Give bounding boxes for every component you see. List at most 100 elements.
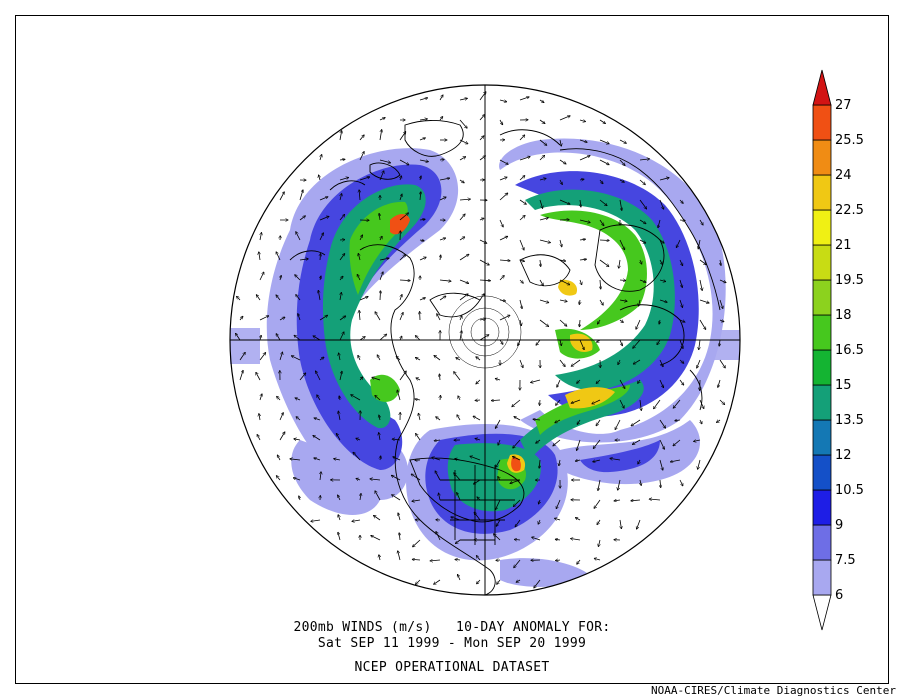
wind-arrow: [319, 197, 328, 201]
wind-arrow: [619, 379, 625, 388]
wind-arrow: [419, 98, 428, 101]
wind-arrow: [334, 459, 341, 460]
wind-arrow: [400, 176, 402, 181]
wind-arrow: [571, 399, 581, 403]
wind-arrow: [476, 556, 481, 561]
wind-arrow: [540, 259, 541, 266]
wind-arrow: [339, 332, 344, 341]
wind-arrow: [299, 259, 308, 260]
colorbar-swatch: [812, 489, 832, 526]
wind-arrow: [579, 259, 586, 260]
wind-arrow: [698, 459, 701, 469]
wind-arrow: [519, 299, 522, 309]
wind-arrow: [499, 119, 503, 125]
wind-arrow: [391, 475, 401, 481]
wind-arrow: [260, 335, 261, 341]
wind-arrow: [719, 320, 724, 322]
colorbar-tick-label: 9: [835, 518, 843, 533]
wind-arrow: [239, 352, 245, 361]
wind-arrow: [459, 254, 469, 261]
wind-arrow: [339, 159, 345, 160]
wind-arrow: [458, 396, 460, 401]
wind-arrow: [539, 239, 550, 243]
wind-arrow: [380, 456, 381, 461]
wind-arrow: [339, 353, 340, 361]
wind-arrow: [659, 319, 660, 324]
wind-arrow: [559, 179, 562, 184]
wind-arrow: [340, 194, 342, 201]
wind-arrow: [660, 479, 661, 488]
wind-arrow: [640, 479, 641, 485]
wind-arrow: [339, 316, 346, 321]
wind-arrow: [320, 155, 322, 161]
colorbar-swatch: [812, 279, 832, 316]
wind-arrow: [599, 219, 604, 226]
wind-arrow: [434, 579, 441, 584]
wind-arrow: [580, 199, 581, 207]
wind-arrow: [375, 395, 381, 401]
wind-arrow: [556, 499, 561, 509]
wind-arrow: [499, 339, 503, 344]
wind-arrow: [379, 258, 389, 261]
wind-arrow: [536, 339, 541, 345]
wind-arrow: [374, 516, 381, 521]
wind-arrow: [619, 180, 624, 182]
wind-arrow: [419, 240, 424, 241]
wind-arrow: [519, 279, 523, 283]
wind-arrow: [318, 290, 321, 301]
wind-arrow: [536, 439, 541, 443]
wind-arrow: [313, 336, 321, 341]
wind-arrow: [479, 218, 484, 220]
shaded-field: [266, 138, 726, 587]
wind-arrow: [555, 419, 561, 423]
wind-arrow: [477, 497, 481, 501]
wind-arrow: [659, 280, 666, 282]
wind-arrow: [319, 357, 324, 361]
wind-arrow: [358, 355, 360, 361]
wind-arrow: [359, 297, 368, 301]
wind-arrow: [458, 575, 461, 581]
wind-arrow: [418, 413, 420, 421]
wind-arrow: [559, 159, 566, 164]
colorbar-tick-label: 18: [835, 308, 852, 323]
wind-arrow: [454, 372, 461, 381]
colorbar-tick-label: 22.5: [835, 203, 864, 218]
wind-arrow: [279, 432, 285, 441]
colorbar-tick-label: 6: [835, 588, 843, 603]
wind-arrow: [539, 279, 543, 286]
wind-arrow: [610, 458, 621, 460]
wind-arrow: [316, 371, 321, 381]
wind-arrow: [499, 315, 510, 321]
wind-arrow: [459, 119, 467, 128]
wind-arrow: [514, 559, 521, 568]
wind-arrow: [495, 419, 501, 428]
wind-arrow: [456, 539, 461, 544]
colorbar-tick-label: 27: [835, 98, 852, 113]
wind-arrow: [676, 239, 681, 248]
wind-arrow: [577, 379, 581, 383]
colorbar-swatch: [812, 244, 832, 281]
wind-arrow: [339, 178, 349, 181]
wind-arrow: [416, 434, 421, 441]
wind-arrow: [419, 160, 428, 162]
wind-arrow: [580, 279, 582, 285]
wind-arrow: [470, 456, 481, 461]
wind-arrow: [413, 539, 421, 547]
wind-arrow: [599, 199, 607, 206]
wind-arrow: [559, 116, 570, 121]
wind-arrow: [619, 300, 627, 301]
wind-arrow: [359, 152, 364, 161]
wind-arrow: [577, 559, 581, 564]
wind-arrow: [513, 457, 521, 461]
wind-arrow: [237, 296, 241, 301]
wind-arrow: [575, 460, 581, 461]
wind-arrow: [499, 276, 504, 281]
wind-arrow: [398, 551, 401, 561]
wind-arrow: [319, 175, 320, 181]
wind-arrow: [496, 459, 501, 467]
title-line-3: NCEP OPERATIONAL DATASET: [354, 660, 550, 675]
colorbar-swatch: [812, 104, 832, 141]
wind-arrow: [531, 379, 541, 383]
wind-arrow: [515, 519, 521, 527]
